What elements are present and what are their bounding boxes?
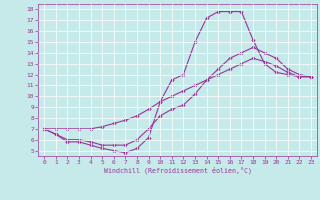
X-axis label: Windchill (Refroidissement éolien,°C): Windchill (Refroidissement éolien,°C) <box>104 167 252 174</box>
